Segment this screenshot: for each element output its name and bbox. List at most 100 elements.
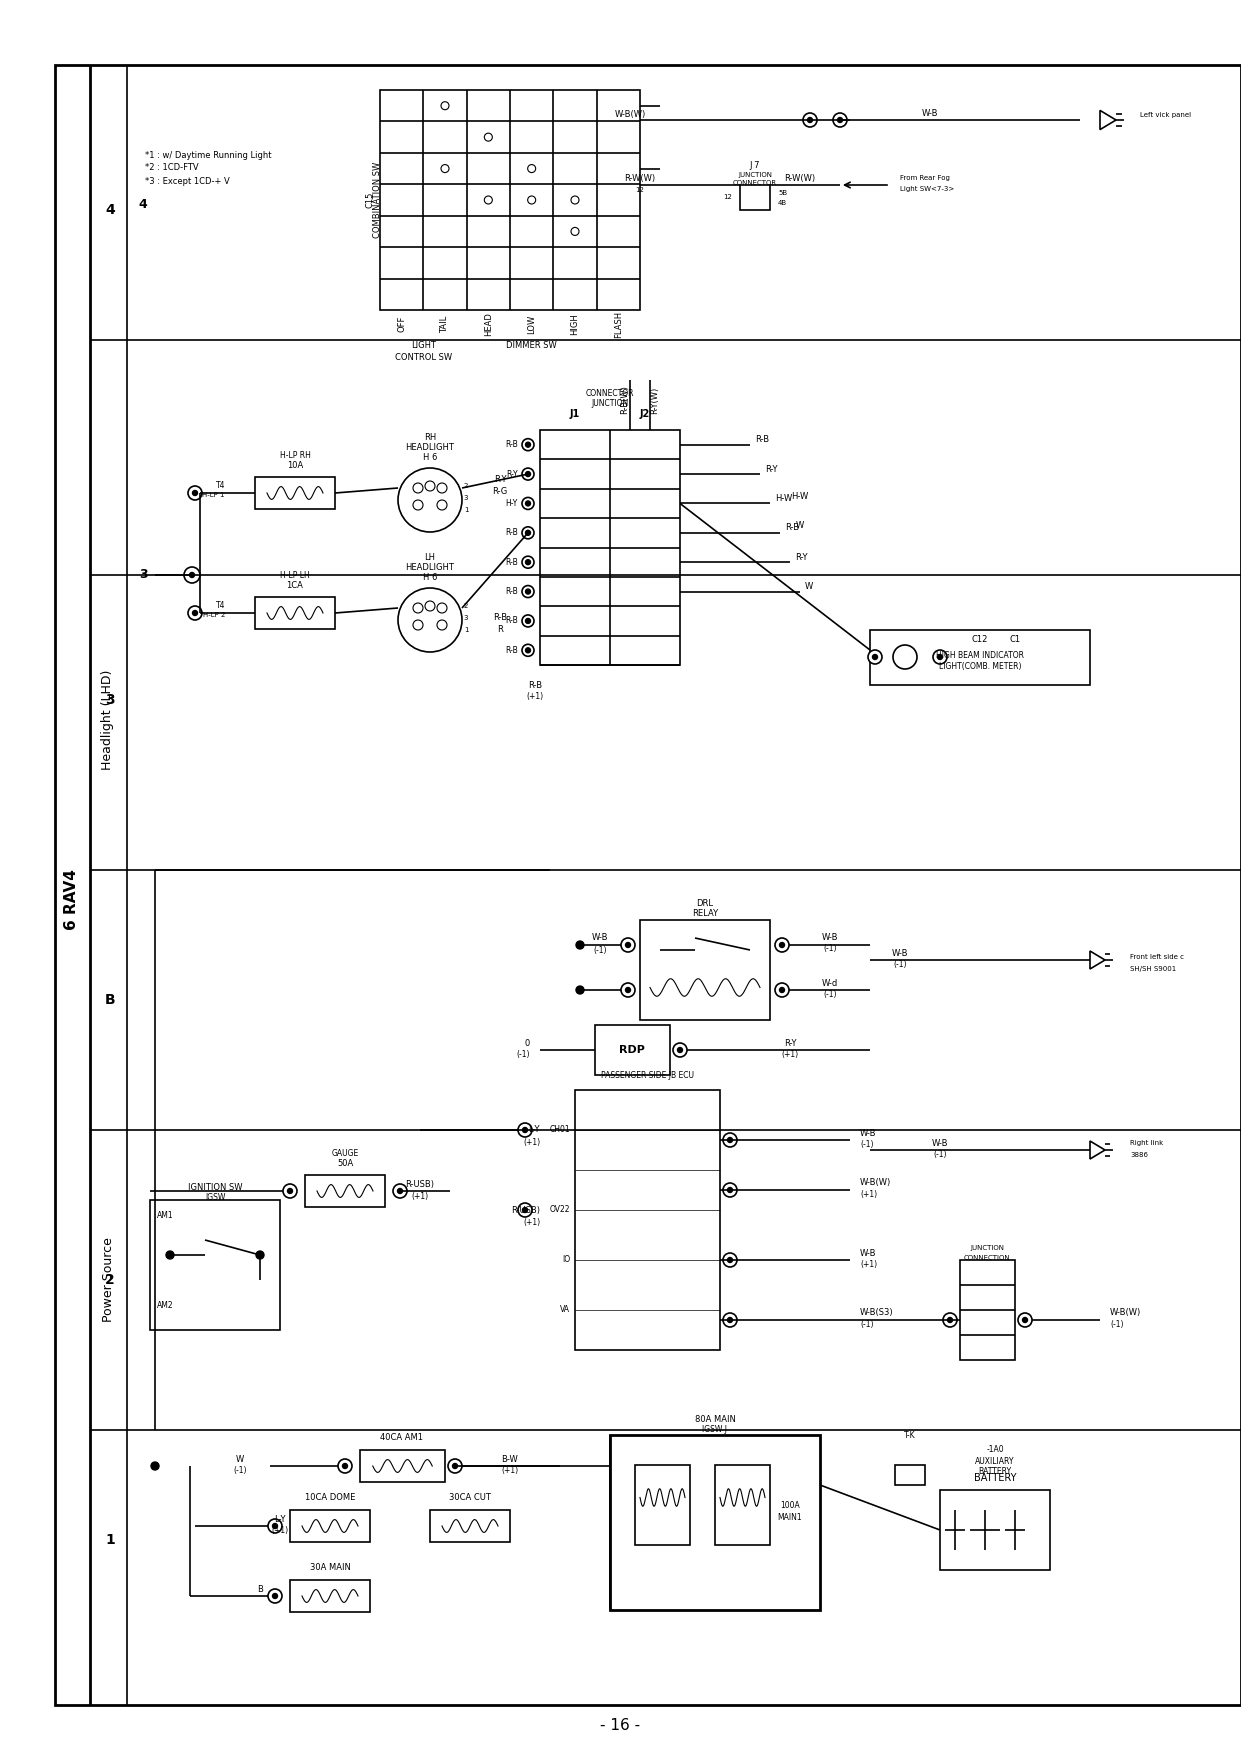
- Circle shape: [724, 1314, 737, 1328]
- Circle shape: [525, 619, 530, 623]
- Text: 3: 3: [464, 495, 468, 502]
- Text: 1CA: 1CA: [287, 581, 304, 589]
- Circle shape: [398, 588, 462, 652]
- Circle shape: [525, 472, 530, 477]
- Text: T4: T4: [216, 482, 225, 491]
- Bar: [961, 1259, 1015, 1359]
- Text: B: B: [104, 993, 115, 1007]
- Text: H-LP 2: H-LP 2: [202, 612, 225, 617]
- Circle shape: [779, 942, 784, 947]
- Bar: [594, 1024, 670, 1075]
- Text: CONNECTOR: CONNECTOR: [586, 389, 634, 398]
- Text: 2: 2: [105, 1273, 115, 1287]
- Circle shape: [522, 644, 534, 656]
- Circle shape: [525, 560, 530, 565]
- Text: J2: J2: [640, 409, 650, 419]
- Text: H-Y: H-Y: [506, 498, 517, 509]
- Text: C15: C15: [366, 191, 375, 209]
- Text: VA: VA: [560, 1305, 570, 1314]
- Text: CONNECTOR: CONNECTOR: [733, 181, 777, 186]
- Text: W-B: W-B: [932, 1138, 948, 1147]
- Circle shape: [1018, 1314, 1033, 1328]
- Text: BATTERY: BATTERY: [978, 1468, 1011, 1477]
- Circle shape: [522, 586, 534, 598]
- Text: R-B: R-B: [527, 681, 542, 689]
- Text: 5B: 5B: [778, 189, 787, 196]
- Circle shape: [774, 938, 789, 952]
- Text: - 16 -: - 16 -: [599, 1717, 640, 1733]
- Circle shape: [576, 940, 585, 949]
- Text: H-LP LH: H-LP LH: [280, 570, 310, 579]
- Text: H 6: H 6: [423, 454, 437, 463]
- Text: B: B: [257, 1584, 263, 1593]
- Text: J 7: J 7: [750, 161, 761, 170]
- Text: TAIL: TAIL: [441, 316, 449, 333]
- Bar: [870, 630, 1090, 686]
- Text: HIGH BEAM INDICATOR: HIGH BEAM INDICATOR: [936, 651, 1024, 660]
- Text: R-USB): R-USB): [511, 1205, 540, 1214]
- Text: 0: 0: [525, 1038, 530, 1047]
- Text: 100A: 100A: [781, 1500, 800, 1510]
- Text: CONTROL SW: CONTROL SW: [395, 353, 452, 361]
- Text: 10A: 10A: [287, 461, 303, 470]
- Circle shape: [867, 651, 882, 665]
- Text: -1A0: -1A0: [987, 1445, 1004, 1454]
- Text: R-G: R-G: [493, 488, 508, 496]
- Circle shape: [437, 603, 447, 612]
- Text: 12: 12: [724, 195, 732, 200]
- Circle shape: [398, 468, 462, 531]
- Circle shape: [727, 1258, 732, 1263]
- Circle shape: [393, 1184, 407, 1198]
- Text: (+1): (+1): [412, 1191, 428, 1200]
- Text: (+1): (+1): [272, 1526, 289, 1535]
- Text: (-1): (-1): [933, 1151, 947, 1159]
- Text: R-B: R-B: [505, 528, 517, 537]
- Circle shape: [620, 938, 635, 952]
- Text: (+1): (+1): [522, 1138, 540, 1147]
- Circle shape: [448, 1459, 462, 1473]
- Text: (-1): (-1): [823, 944, 836, 954]
- Text: R-USB): R-USB): [406, 1179, 434, 1189]
- Text: (-1): (-1): [894, 961, 907, 970]
- Text: W-B: W-B: [822, 933, 838, 942]
- Text: W-B: W-B: [860, 1249, 876, 1258]
- Text: *2 : 1CD-FTV: *2 : 1CD-FTV: [145, 163, 199, 172]
- Circle shape: [522, 616, 534, 626]
- Text: 4: 4: [138, 198, 146, 212]
- Text: MAIN1: MAIN1: [778, 1512, 803, 1521]
- Text: 80A MAIN: 80A MAIN: [695, 1415, 736, 1424]
- Text: IO: IO: [562, 1256, 570, 1265]
- Text: H-LP 1: H-LP 1: [202, 493, 225, 498]
- Circle shape: [413, 500, 423, 510]
- Bar: [611, 1435, 820, 1610]
- Circle shape: [522, 498, 534, 509]
- Text: R-B: R-B: [493, 614, 508, 623]
- Circle shape: [937, 654, 942, 660]
- Text: DRL: DRL: [696, 900, 714, 909]
- Polygon shape: [1090, 951, 1104, 968]
- Text: H-W: H-W: [774, 495, 792, 503]
- Circle shape: [803, 112, 817, 126]
- Text: (+1): (+1): [501, 1466, 519, 1475]
- Bar: [290, 1510, 370, 1542]
- Circle shape: [268, 1519, 282, 1533]
- Text: 1: 1: [464, 507, 468, 512]
- Circle shape: [727, 1187, 732, 1193]
- Circle shape: [192, 610, 197, 616]
- Circle shape: [1023, 1317, 1028, 1323]
- Text: Right link: Right link: [1131, 1140, 1163, 1145]
- Circle shape: [525, 502, 530, 505]
- Text: (+1): (+1): [526, 693, 544, 702]
- Text: R-B(W): R-B(W): [620, 386, 629, 414]
- Text: W: W: [236, 1454, 244, 1463]
- Text: R-W(W): R-W(W): [784, 174, 815, 182]
- Bar: [715, 1465, 769, 1545]
- Bar: [254, 596, 335, 630]
- Text: J1: J1: [570, 409, 580, 419]
- Circle shape: [437, 500, 447, 510]
- Text: W-B: W-B: [592, 933, 608, 942]
- Text: (-1): (-1): [1109, 1321, 1123, 1330]
- Text: R-W(W): R-W(W): [624, 174, 655, 182]
- Text: Front left side c: Front left side c: [1131, 954, 1184, 959]
- Circle shape: [522, 468, 534, 481]
